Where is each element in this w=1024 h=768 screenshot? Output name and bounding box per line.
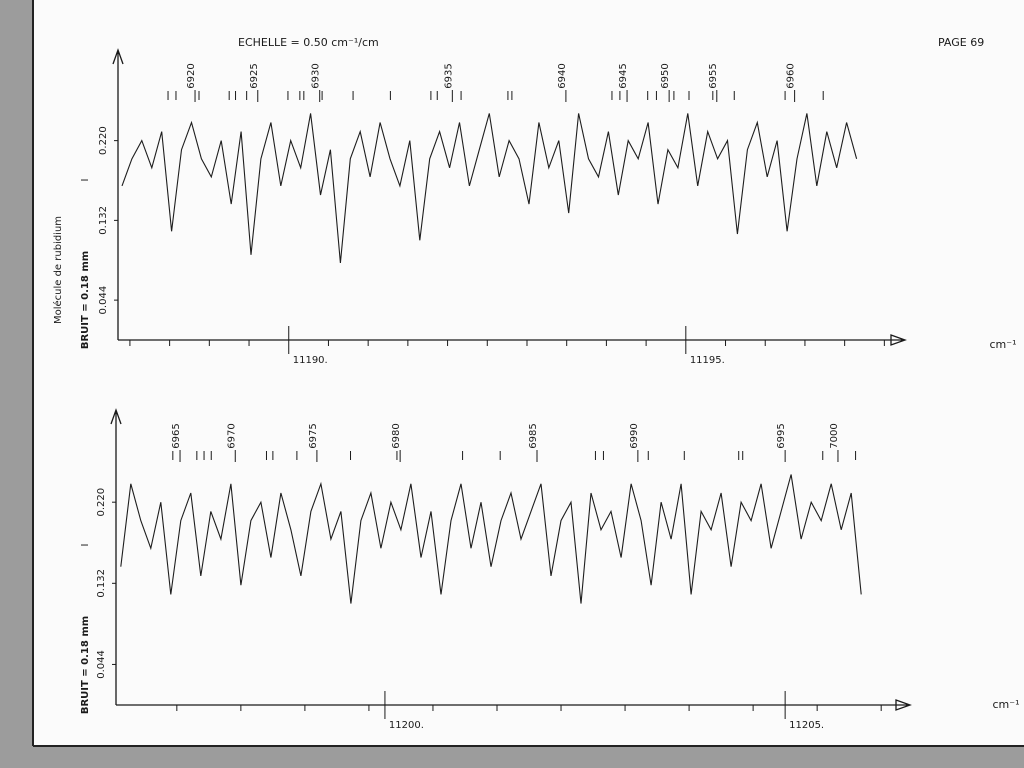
noise-label: BRUIT = 0.18 mm	[80, 251, 91, 349]
line-label: 6975	[308, 423, 319, 448]
x-tick-label: 11200.	[389, 720, 424, 731]
line-label: 6920	[186, 63, 197, 88]
page-number: PAGE 69	[938, 36, 984, 49]
spectrum-line	[120, 474, 862, 604]
x-axis-unit: cm⁻¹	[990, 338, 1017, 351]
x-tick-label: 11190.	[293, 355, 328, 366]
line-label: 6930	[311, 63, 322, 88]
scale-label: ECHELLE = 0.50 cm⁻¹/cm	[238, 36, 379, 49]
x-tick-label: 11205.	[789, 720, 824, 731]
line-label: 6965	[171, 423, 182, 448]
y-tick-label: 0.044	[98, 286, 109, 315]
y-tick-label: 0.132	[98, 206, 109, 235]
line-label: 6970	[226, 423, 237, 448]
x-tick-label: 11195.	[690, 355, 725, 366]
x-axis-unit: cm⁻¹	[993, 698, 1020, 711]
y-tick-label: 0.220	[98, 126, 109, 155]
line-label: 6980	[391, 423, 402, 448]
y-tick-label: 0.220	[96, 488, 107, 517]
y-axis	[110, 408, 122, 705]
noise-label: BRUIT = 0.18 mm	[80, 616, 91, 714]
line-label: 6940	[557, 63, 568, 88]
line-label: 6990	[629, 423, 640, 448]
y-axis-label: I	[80, 179, 91, 182]
line-label: 6950	[660, 63, 671, 88]
y-tick-label: 0.044	[96, 650, 107, 679]
y-tick-label: 0.132	[96, 569, 107, 598]
line-label: 7000	[829, 423, 840, 448]
molecule-label: Molécule de rubidium	[52, 216, 64, 324]
line-label: 6985	[528, 423, 539, 448]
line-label: 6945	[618, 63, 629, 88]
line-label: 6935	[443, 63, 454, 88]
line-label: 6955	[708, 63, 719, 88]
y-axis	[112, 48, 124, 340]
line-label: 6925	[249, 63, 260, 88]
y-axis-label: I	[80, 544, 91, 547]
line-label: 6995	[776, 423, 787, 448]
paper	[34, 0, 1024, 745]
spectrum-line	[121, 113, 858, 264]
line-label: 6960	[786, 63, 797, 88]
x-axis	[116, 699, 912, 711]
